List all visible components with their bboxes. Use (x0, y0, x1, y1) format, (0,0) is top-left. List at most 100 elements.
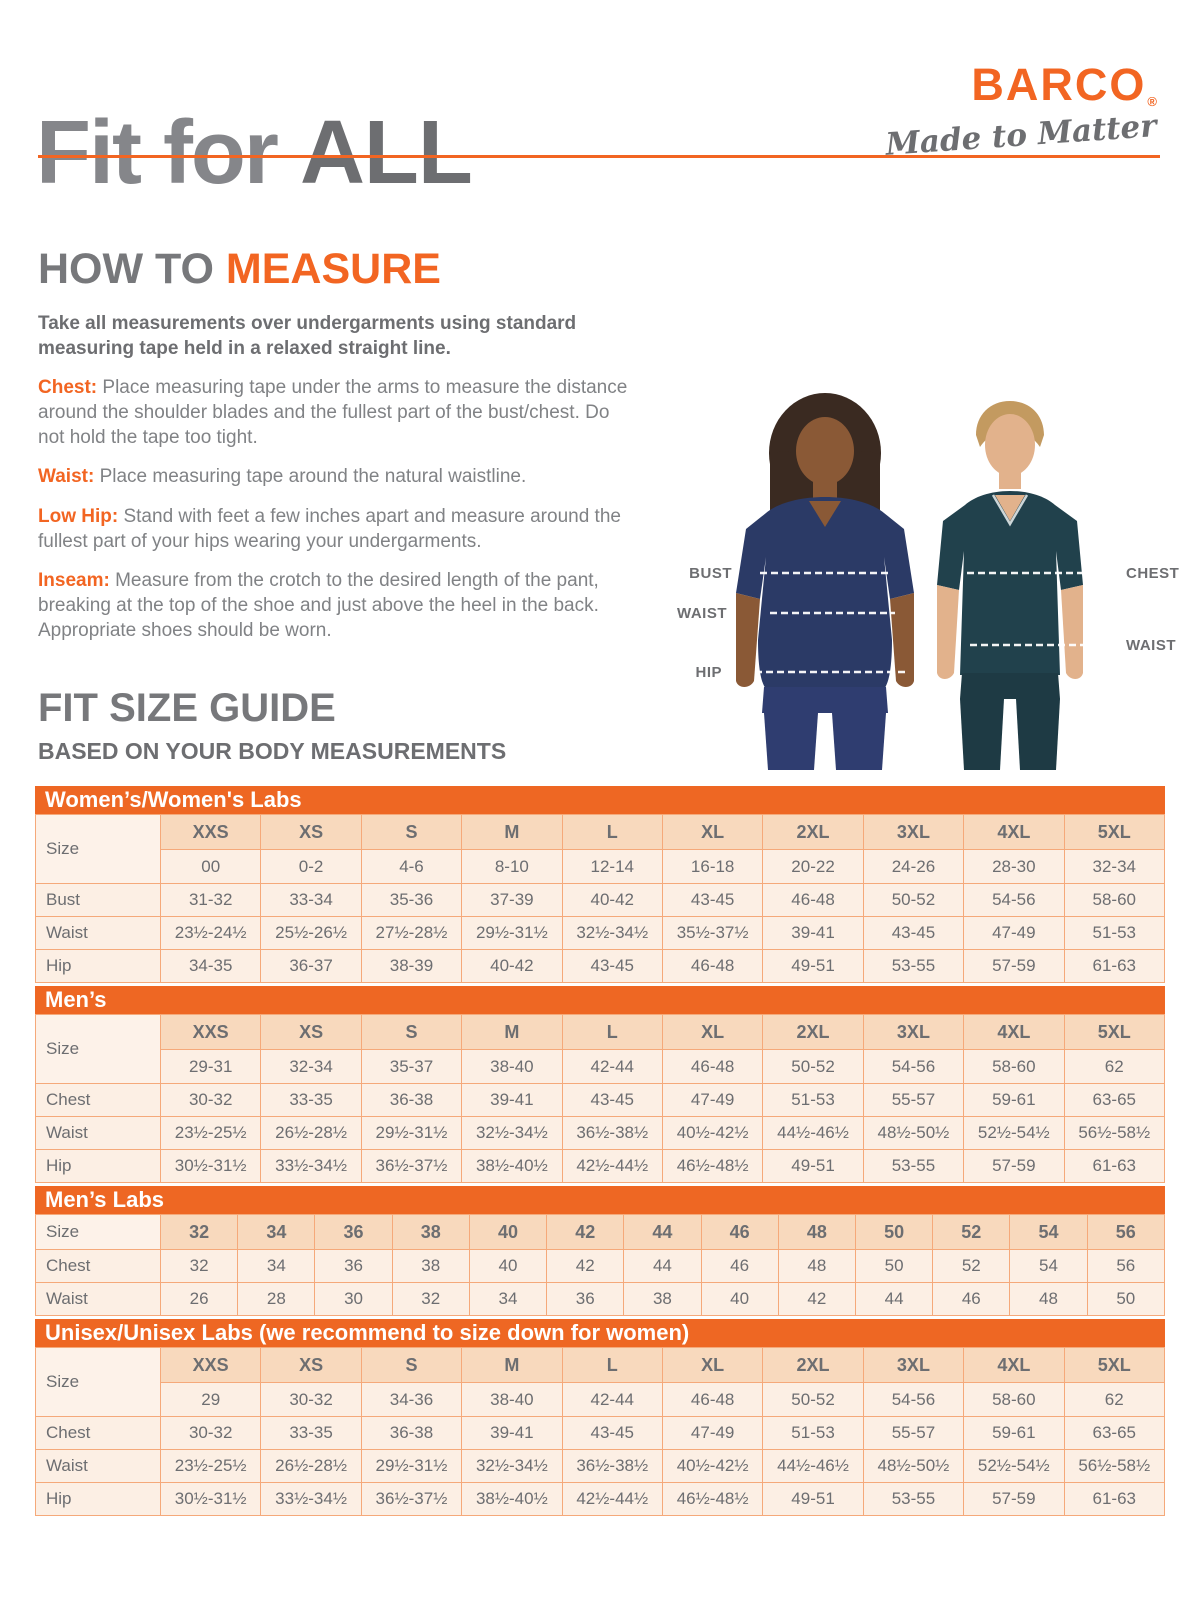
size-range-cell: 29 (159, 1382, 262, 1417)
value-cell: 44½-46½ (762, 1449, 864, 1483)
value-cell: 46-48 (762, 883, 864, 917)
size-header-cell: 52 (932, 1214, 1011, 1250)
value-cell: 47-49 (661, 1083, 764, 1117)
size-header-cell: 40 (468, 1214, 548, 1250)
value-cell: 42½-44½ (561, 1149, 663, 1183)
value-cell: 39-41 (461, 1083, 563, 1117)
value-cell: 57-59 (963, 1149, 1065, 1183)
value-cell: 30-32 (159, 1083, 262, 1117)
row-label-cell: Bust (35, 883, 161, 917)
table-row: Waist 23½-24½ 25½-26½ 27½-28½ 29½-31½ 32½-34½… (35, 916, 1166, 950)
value-cell: 38-39 (360, 949, 463, 983)
size-table-mens-labs: Men’s Labs Size 32 34 36 38 40 42 44 46 48 50 52 54 56… (35, 1186, 1166, 1316)
value-cell: 54 (1009, 1249, 1088, 1283)
value-cell: 56½-58½ (1063, 1449, 1166, 1483)
size-range-cell: 20-22 (762, 849, 864, 884)
orange-divider-rule (38, 155, 1160, 158)
size-range-cell: 46-48 (661, 1049, 764, 1084)
table-banner: Men’s (35, 986, 1165, 1014)
value-cell: 30 (314, 1282, 393, 1316)
size-range-cell: 54-56 (862, 1049, 965, 1084)
value-cell: 55-57 (862, 1416, 965, 1450)
size-range-cell: 42-44 (561, 1382, 663, 1417)
value-cell: 63-65 (1063, 1416, 1166, 1450)
chest-text: Place measuring tape under the arms to m… (38, 377, 628, 448)
value-cell: 33-35 (260, 1416, 362, 1450)
size-header-cell: S (360, 1014, 463, 1050)
value-cell: 50-52 (862, 883, 965, 917)
value-cell: 40½-42½ (661, 1116, 764, 1150)
inseam-text: Measure from the crotch to the desired l… (38, 570, 599, 641)
table-row: Bust 31-32 33-34 35-36 37-39 40-42 43-45 46-48 5… (35, 883, 1166, 917)
size-range-cell: 38-40 (461, 1382, 563, 1417)
waist-lead: Waist: (38, 466, 95, 488)
size-table-unisex: Unisex/Unisex Labs (we recommend to size… (35, 1319, 1166, 1516)
value-cell: 53-55 (862, 1149, 965, 1183)
value-cell: 34-35 (159, 949, 262, 983)
size-row-label: Size (35, 1014, 161, 1084)
fit-size-guide-heading: FIT SIZE GUIDE (38, 686, 336, 730)
size-header-cell: 46 (700, 1214, 779, 1250)
value-cell: 48½-50½ (862, 1116, 965, 1150)
fit-size-guide-subheading: BASED ON YOUR BODY MEASUREMENTS (38, 738, 507, 764)
waist-right-label: WAIST (1126, 637, 1176, 654)
value-cell: 35-36 (360, 883, 463, 917)
value-cell: 39-41 (461, 1416, 563, 1450)
size-range-cell: 34-36 (360, 1382, 463, 1417)
size-range-cell: 62 (1063, 1382, 1166, 1417)
size-header-cell: 56 (1086, 1214, 1166, 1250)
value-cell: 44 (623, 1249, 702, 1283)
value-cell: 26½-28½ (260, 1116, 362, 1150)
value-cell: 43-45 (661, 883, 764, 917)
table-row: Hip 30½-31½ 33½-34½ 36½-37½ 38½-40½ 42½-44½ 46… (35, 1482, 1166, 1516)
value-cell: 42 (546, 1249, 625, 1283)
value-cell: 44 (854, 1282, 934, 1316)
value-cell: 35½-37½ (661, 916, 764, 950)
size-range-cell: 32-34 (260, 1049, 362, 1084)
size-range-cell: 54-56 (862, 1382, 965, 1417)
size-range-cell: 58-60 (963, 1049, 1065, 1084)
value-cell: 59-61 (963, 1083, 1065, 1117)
value-cell: 31-32 (159, 883, 262, 917)
size-table-grid: Size XXS XS S M L XL 2XL 3XL 4XL 5XL 29 30-32 34-36 38… (35, 1347, 1166, 1516)
value-cell: 40 (700, 1282, 779, 1316)
size-header-cell: 2XL (762, 814, 864, 850)
value-cell: 27½-28½ (360, 916, 463, 950)
size-header-cell: XS (260, 814, 362, 850)
value-cell: 40-42 (461, 949, 563, 983)
value-cell: 44½-46½ (762, 1116, 864, 1150)
size-header-cell: M (461, 814, 563, 850)
size-range-cell: 0-2 (260, 849, 362, 884)
value-cell: 30-32 (159, 1416, 262, 1450)
size-header-cell: M (461, 1014, 563, 1050)
size-header-cell: XXS (159, 1014, 262, 1050)
value-cell: 32½-34½ (561, 916, 663, 950)
size-table-grid: Size XXS XS S M L XL 2XL 3XL 4XL 5XL 29-31 32-34 35-3… (35, 1014, 1166, 1183)
value-cell: 37-39 (461, 883, 563, 917)
size-range-cell: 62 (1063, 1049, 1166, 1084)
value-cell: 46-48 (661, 949, 764, 983)
size-header-cell: 5XL (1063, 1014, 1166, 1050)
value-cell: 36 (314, 1249, 393, 1283)
value-cell: 54-56 (963, 883, 1065, 917)
value-cell: 36½-38½ (561, 1449, 663, 1483)
table-row: Chest 30-32 33-35 36-38 39-41 43-45 47-49 51-53… (35, 1083, 1166, 1117)
value-cell: 36½-37½ (360, 1149, 463, 1183)
value-cell: 48 (777, 1249, 856, 1283)
size-header-row: Size XXS XS S M L XL 2XL 3XL 4XL 5XL (35, 1347, 1166, 1417)
size-table-womens: Women’s/Women's Labs Size XXS XS S M L XL 2XL 3XL… (35, 786, 1166, 983)
size-header-cell: 32 (159, 1214, 239, 1250)
size-table-mens: Men’s Size XXS XS S M L XL 2XL 3XL 4XL 5XL 29-31 32-3… (35, 986, 1166, 1183)
value-cell: 29½-31½ (461, 916, 563, 950)
size-range-cell: 28-30 (963, 849, 1065, 884)
value-cell: 33-34 (260, 883, 362, 917)
value-cell: 39-41 (762, 916, 864, 950)
size-header-cell: XL (661, 814, 764, 850)
value-cell: 47-49 (963, 916, 1065, 950)
value-cell: 30½-31½ (159, 1482, 262, 1516)
value-cell: 33-35 (260, 1083, 362, 1117)
size-header-cell: XXS (159, 1347, 262, 1383)
size-tables: Women’s/Women's Labs Size XXS XS S M L XL 2XL 3XL… (35, 786, 1166, 1516)
size-header-cell: M (461, 1347, 563, 1383)
